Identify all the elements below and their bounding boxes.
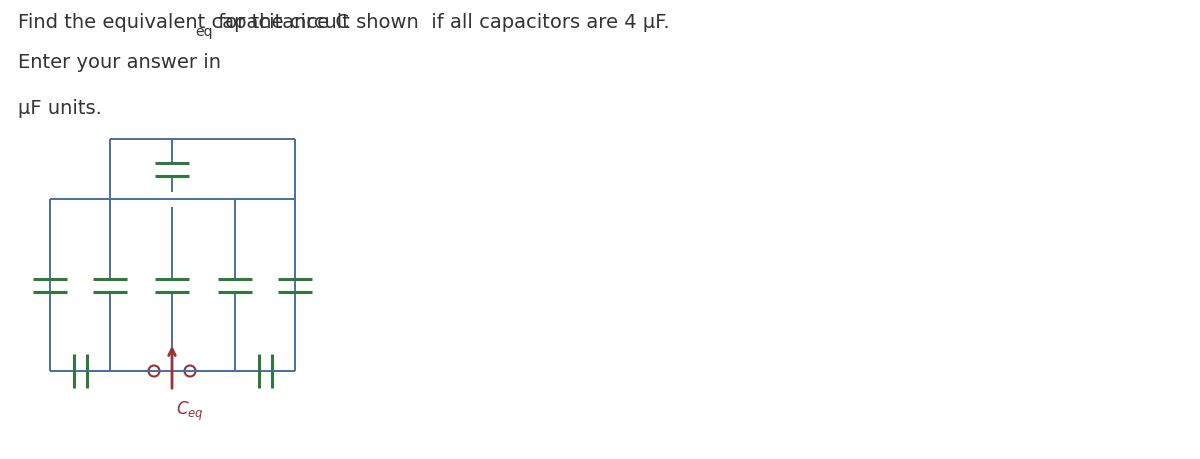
Text: μF units.: μF units.: [18, 99, 102, 118]
Text: Enter your answer in: Enter your answer in: [18, 53, 221, 72]
Text: $C_{eq}$: $C_{eq}$: [176, 399, 204, 422]
Text: for the circuit shown  if all capacitors are 4 μF.: for the circuit shown if all capacitors …: [212, 13, 670, 32]
Text: Find the equivalent capacitance C: Find the equivalent capacitance C: [18, 13, 349, 32]
Text: eq: eq: [196, 25, 214, 39]
